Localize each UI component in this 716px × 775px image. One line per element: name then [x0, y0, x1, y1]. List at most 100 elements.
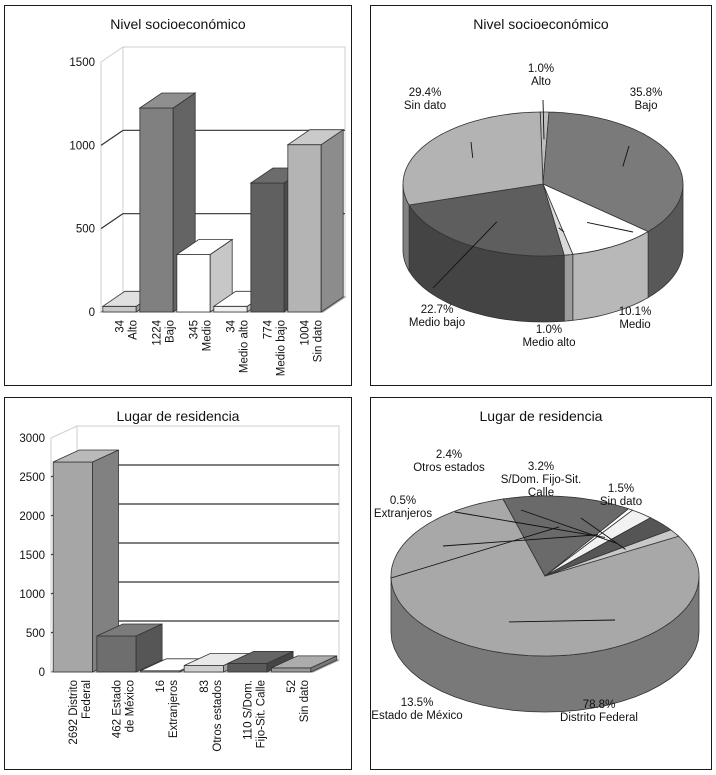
leader-line: [508, 619, 616, 623]
bar-front: [213, 305, 248, 313]
y-tick-label: 500: [76, 224, 95, 236]
x-tick-label: Medio alto: [239, 320, 251, 373]
bar-top: [53, 449, 119, 463]
chart-title: Lugar de residencia: [479, 408, 603, 424]
bar-front: [102, 305, 137, 313]
data-label: 2.4%: [436, 449, 462, 461]
leader-line: [580, 517, 626, 550]
bar-front: [96, 635, 137, 673]
gridline: [100, 129, 124, 146]
data-label: 0.5%: [390, 495, 416, 507]
x-tick-label: 83: [199, 680, 211, 693]
bar-top: [286, 129, 345, 146]
x-tick-label: Sin dato: [313, 320, 325, 362]
bar-top: [175, 239, 234, 255]
residencia-bar-chart: 0 500 1000 1500 2000 2500 3000 2692 Distrito Fed…: [19, 425, 340, 752]
bar: [138, 92, 197, 313]
leader-line: [520, 509, 618, 544]
y-tick-label: 500: [26, 628, 45, 640]
x-tick-label: Extranjeros: [168, 680, 180, 738]
pie-slice: [544, 509, 652, 577]
x-tick-label: 345: [189, 320, 201, 339]
bar-side: [320, 128, 344, 313]
slice-label: Extranjeros: [374, 508, 432, 520]
y-tick-label: 1500: [69, 57, 95, 69]
data-label: 13.5%: [401, 697, 434, 709]
pie-slice: [390, 498, 700, 657]
nivel-bar-chart-panel: Nivel socioeconómico 0 500 1000 1500 34 Alto 1…: [4, 5, 352, 386]
x-tick-label: 52: [286, 680, 298, 693]
pie-slice: [402, 111, 544, 206]
pie-slice: [542, 111, 684, 233]
bar-front: [52, 461, 93, 673]
bar-top: [96, 623, 163, 637]
leader-line: [442, 534, 599, 547]
bar-front: [183, 665, 224, 673]
bar: [286, 128, 345, 313]
nivel-pie-chart-panel: Nivel socioeconómico 1.0% Alto 35.8% Bajo 10…: [370, 5, 712, 386]
slice-label: Sin dato: [600, 496, 642, 508]
y-tick-label: 2500: [19, 472, 45, 484]
data-label: 78.8%: [583, 699, 616, 711]
slice-label: Alto: [531, 76, 551, 88]
chart-title: Lugar de residencia: [116, 408, 240, 424]
bar-top: [227, 650, 294, 664]
x-tick-label: 462 Estado: [112, 680, 124, 738]
pie-slice: [502, 495, 630, 577]
leader-line: [454, 511, 606, 538]
y-tick-label: 3000: [19, 433, 45, 445]
leader-line: [470, 141, 474, 158]
data-label: 35.8%: [630, 87, 663, 99]
bar-front: [139, 107, 174, 313]
x-tick-label: Bajo: [165, 320, 177, 343]
x-tick-label: 1004: [300, 319, 312, 345]
chart-title: Nivel socioeconómico: [110, 16, 246, 32]
slice-label: Otros estados: [413, 462, 485, 474]
y-tick-label: 1500: [19, 550, 45, 562]
x-tick-label: 1224: [152, 319, 164, 345]
slice-label: S/Dom. Fijo-Sit.: [501, 474, 582, 486]
x-tick-label: 34: [226, 319, 238, 332]
bar: [52, 449, 119, 673]
bar-front: [250, 182, 285, 313]
bar: [175, 238, 234, 313]
x-tick-label: de México: [125, 680, 137, 732]
leader-line: [558, 227, 565, 233]
slice-label: Distrito Federal: [560, 712, 638, 724]
pie-side: [563, 253, 574, 322]
bar-top: [271, 655, 337, 669]
data-label: 1.5%: [608, 483, 634, 495]
data-label: 1.0%: [536, 324, 562, 336]
data-label: 29.4%: [409, 87, 442, 99]
side-wall: [100, 46, 124, 313]
leader-line: [622, 145, 630, 167]
leader-line: [586, 222, 634, 233]
y-tick-label: 0: [89, 307, 95, 319]
slice-label: Medio: [619, 319, 650, 331]
pie-side-group: [402, 184, 684, 323]
pie-slice: [542, 183, 650, 255]
slice-label: Medio alto: [522, 337, 575, 349]
x-tick-label: Medio: [202, 320, 214, 351]
bar-front: [176, 254, 211, 313]
residencia-pie-chart-panel: Lugar de residencia 78.8% Distrito Federa…: [370, 397, 712, 770]
bar: [96, 623, 163, 673]
data-label: 10.1%: [619, 306, 652, 318]
residencia-bar-chart-panel: Lugar de residencia 0 500 1000 1500 2000 2500…: [4, 397, 352, 770]
slice-label: Medio bajo: [409, 317, 465, 329]
bar-top: [138, 92, 197, 109]
bar-front: [227, 663, 268, 673]
x-tick-label: 34: [115, 319, 127, 332]
leader-line: [542, 99, 545, 140]
x-tick-label: Medio bajo: [276, 320, 288, 376]
y-tick-label: 0: [39, 667, 45, 679]
data-label: 22.7%: [421, 304, 454, 316]
pie-slice: [544, 517, 672, 577]
x-tick-label: 2692 Distrito: [68, 680, 80, 745]
y-tick-label: 1000: [19, 589, 45, 601]
pie-slice: [408, 183, 565, 257]
slice-label: Estado de México: [371, 710, 462, 722]
x-tick-label: Sin dato: [299, 680, 311, 722]
